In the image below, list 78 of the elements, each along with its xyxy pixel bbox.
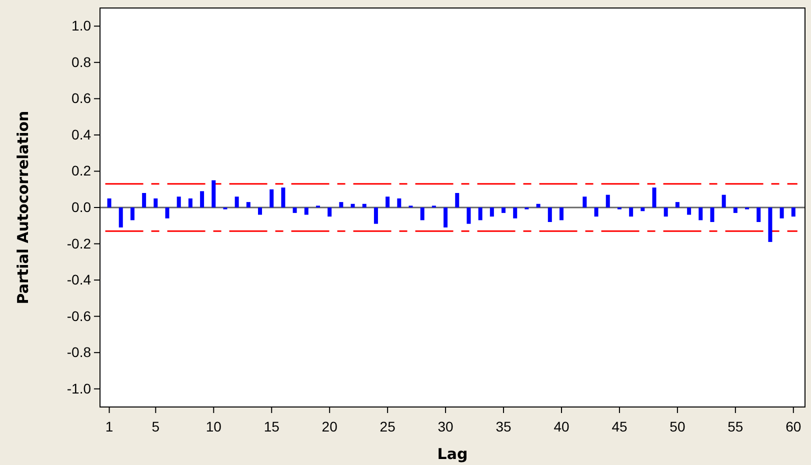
y-tick-label: 0.6 [72,90,92,106]
x-tick-label: 40 [554,418,570,434]
x-tick-label: 55 [728,418,744,434]
x-tick-label: 15 [264,418,280,434]
bar [756,208,761,222]
bar [304,208,308,215]
bar [118,208,123,228]
y-tick-label: 0.2 [72,162,92,179]
bar [328,208,332,217]
bar [444,208,448,228]
x-tick-label: 5 [152,418,160,434]
y-tick-label: 1.0 [72,18,92,34]
bar [339,202,344,208]
y-axis-title: Partial Autocorrelation [14,110,32,304]
y-tick-label: 0.8 [72,54,92,70]
bar [270,189,274,208]
y-tick-label: -1.0 [66,380,92,396]
bar [710,208,714,222]
y-tick-label: -0.2 [66,235,92,252]
bar [502,208,506,213]
bar [374,208,378,224]
bar [698,208,703,220]
bar [176,196,181,208]
bar [768,208,772,242]
bar [629,208,634,217]
x-tick-label: 1 [105,418,114,434]
bar [640,208,645,212]
bar [281,188,286,208]
bar [559,208,564,220]
bar [130,208,134,220]
y-tick-label: 0.0 [72,198,92,215]
bar [397,198,402,208]
bar [490,208,494,217]
x-tick-label: 35 [496,418,512,434]
bar [212,180,216,208]
bar [200,191,204,208]
x-tick-label: 45 [612,418,628,434]
bar [420,208,424,220]
bar [791,208,796,217]
bar [466,208,471,224]
bar [582,196,587,208]
y-tick-label: -0.8 [66,344,92,360]
x-tick-label: 10 [206,418,222,434]
y-tick-label: 0.4 [72,126,92,142]
bar [652,188,656,208]
bar [154,198,158,208]
y-tick-label: -0.4 [66,272,92,288]
x-axis-title: Lag [437,445,468,463]
bar [733,208,738,213]
bar [664,208,668,217]
bar [548,208,552,222]
bar [675,202,680,208]
bar [478,208,482,220]
bar [292,208,297,213]
bar [234,196,239,208]
x-tick-label: 50 [670,418,686,434]
bar [165,208,170,218]
bar [350,204,355,208]
bar [107,198,112,208]
bar [258,208,262,215]
y-tick-label: -0.6 [66,308,92,324]
bar [455,192,460,208]
x-tick-label: 30 [438,418,454,434]
bar [687,208,692,215]
bar [722,194,726,208]
bar [246,202,250,208]
x-tick-label: 60 [786,418,802,434]
bar [362,204,366,208]
bar [606,194,610,208]
bar [536,204,540,208]
x-tick-label: 25 [380,418,396,434]
bar [594,208,598,217]
bar [780,208,784,218]
x-tick-label: 20 [322,418,338,434]
bar [188,198,192,208]
bar [386,196,390,208]
bar [142,192,146,208]
bar [513,208,518,218]
